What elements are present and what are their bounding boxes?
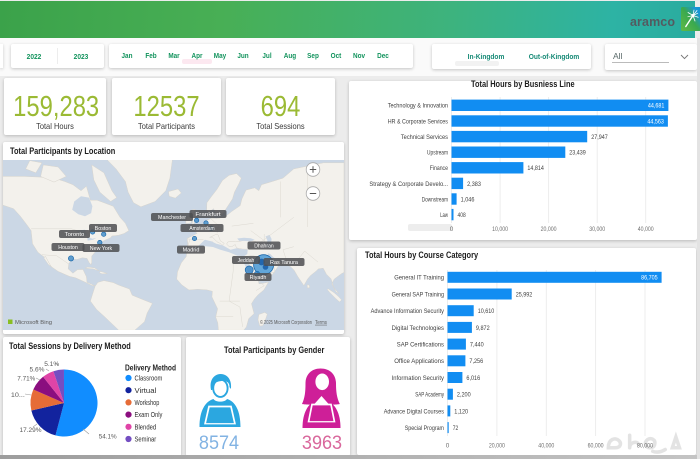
svg-text:Strategy & Corporate Develo...: Strategy & Corporate Develo... [369,181,448,188]
svg-text:Amsterdam: Amsterdam [189,226,214,232]
svg-text:Special Program: Special Program [405,425,445,432]
svg-text:1,046: 1,046 [461,196,475,203]
svg-text:20,000: 20,000 [541,226,557,233]
svg-text:Advance Information Security: Advance Information Security [371,308,445,315]
svg-text:86,705: 86,705 [641,275,658,282]
svg-text:Office Applications: Office Applications [394,358,444,365]
svg-text:SAP Academy: SAP Academy [415,392,444,399]
svg-text:72: 72 [453,425,459,432]
svg-text:Frankfurt: Frankfurt [195,212,221,218]
svg-text:40,000: 40,000 [538,443,554,450]
svg-text:10...: 10... [11,392,25,399]
svg-text:54.1%: 54.1% [99,434,117,441]
svg-text:Exam Only: Exam Only [135,410,163,419]
svg-text:Delivery Method: Delivery Method [125,364,176,373]
svg-text:Classroom: Classroom [135,374,163,383]
svg-text:Terms: Terms [315,320,327,326]
svg-text:0: 0 [450,226,454,233]
svg-text:Ras Tanura: Ras Tanura [270,260,299,266]
svg-text:General SAP Training: General SAP Training [392,291,445,298]
svg-text:10,000: 10,000 [492,226,508,233]
svg-text:Boston: Boston [95,226,112,232]
svg-text:Blended: Blended [135,422,157,431]
svg-text:Madrid: Madrid [183,248,200,254]
svg-text:Toronto: Toronto [65,232,85,238]
svg-text:20,000: 20,000 [489,443,505,450]
svg-text:44,681: 44,681 [648,103,665,110]
svg-text:27,947: 27,947 [591,134,608,141]
svg-text:Advance Digital Courses: Advance Digital Courses [384,408,445,415]
svg-text:408: 408 [458,212,467,219]
svg-text:© 2025 Microsoft Corporation: © 2025 Microsoft Corporation [260,319,312,326]
svg-text:9,872: 9,872 [476,325,490,332]
svg-text:Houston: Houston [58,245,78,251]
svg-text:7.71%: 7.71% [17,376,35,383]
svg-text:Manchester: Manchester [158,215,186,221]
svg-text:7,256: 7,256 [469,358,483,365]
svg-text:25,992: 25,992 [516,291,533,298]
svg-text:Law: Law [440,212,448,219]
svg-text:Microsoft Bing: Microsoft Bing [15,320,52,326]
svg-text:Downstream: Downstream [422,196,449,203]
svg-text:SAP Certifications: SAP Certifications [397,342,445,349]
svg-text:Finance: Finance [430,165,449,172]
svg-text:7,440: 7,440 [470,342,484,349]
svg-text:0: 0 [446,443,450,450]
svg-text:Digital Technologies: Digital Technologies [392,325,445,332]
svg-text:Technology & Innovation: Technology & Innovation [388,103,449,110]
svg-text:Workshop: Workshop [135,398,160,407]
svg-text:Dhahran: Dhahran [254,244,274,250]
svg-text:44,563: 44,563 [647,118,664,125]
svg-text:Riyadh: Riyadh [250,275,267,281]
svg-text:40,000: 40,000 [638,226,654,233]
svg-text:80,000: 80,000 [637,443,653,450]
svg-text:30,000: 30,000 [589,226,605,233]
svg-text:17.29%: 17.29% [20,427,42,434]
svg-text:10,610: 10,610 [478,308,495,315]
svg-text:2,200: 2,200 [457,392,471,399]
svg-text:Jeddah: Jeddah [238,258,255,264]
svg-text:Upstream: Upstream [427,150,448,157]
svg-text:5.6%: 5.6% [30,367,45,374]
svg-text:Seminar: Seminar [135,435,157,444]
svg-text:1,120: 1,120 [454,408,468,415]
svg-text:General IT Training: General IT Training [394,275,444,282]
svg-text:6,016: 6,016 [466,375,480,382]
svg-text:5.1%: 5.1% [44,361,59,368]
svg-text:New York: New York [90,246,112,252]
svg-text:Technical Services: Technical Services [401,134,449,141]
svg-text:2,383: 2,383 [467,181,481,188]
svg-text:Information Security: Information Security [392,375,445,382]
svg-text:HR & Corporate Services: HR & Corporate Services [388,118,449,125]
svg-text:14,814: 14,814 [527,165,544,172]
svg-text:23,439: 23,439 [569,150,586,157]
svg-text:Virtual: Virtual [135,386,157,395]
svg-text:60,000: 60,000 [588,443,604,450]
